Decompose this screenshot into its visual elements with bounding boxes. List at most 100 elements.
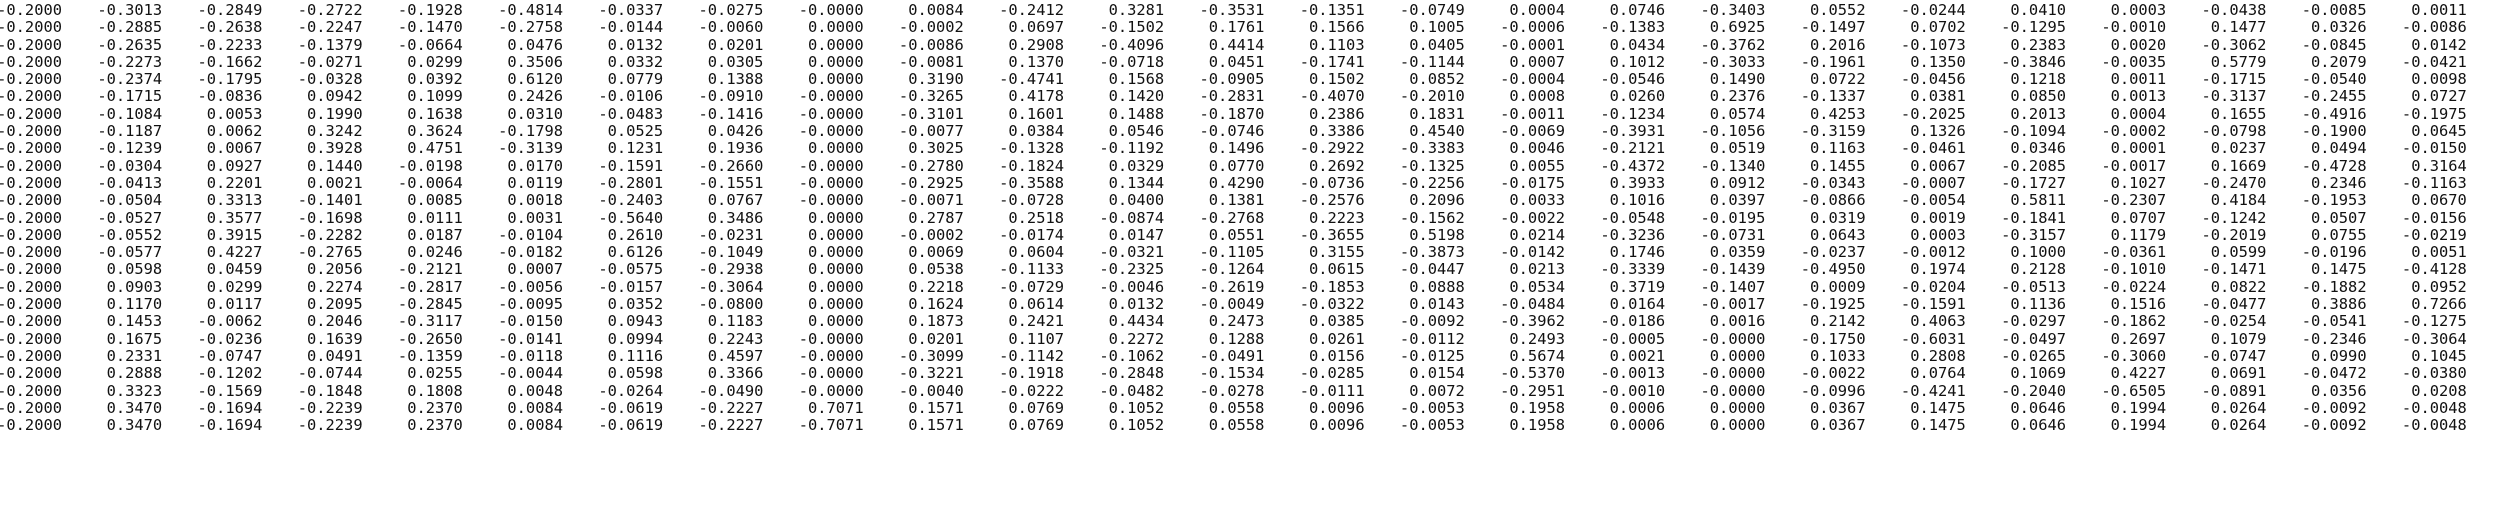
matrix-cell: -0.0150 bbox=[2401, 139, 2467, 158]
matrix-cell: 0.0055 bbox=[1509, 156, 1565, 175]
matrix-cell: -0.0484 bbox=[1500, 295, 1565, 314]
matrix-cell: 0.2079 bbox=[2310, 52, 2367, 71]
matrix-cell: -0.3962 bbox=[1500, 312, 1565, 331]
matrix-cell: -0.1900 bbox=[2301, 122, 2367, 141]
matrix-cell: 0.3242 bbox=[306, 122, 363, 141]
matrix-cell: -0.0000 bbox=[798, 1, 864, 19]
matrix-cell: -0.7071 bbox=[798, 416, 864, 435]
matrix-cell: -0.0081 bbox=[898, 52, 964, 71]
matrix-cell: -0.2000 bbox=[0, 260, 62, 279]
matrix-cell: 0.0119 bbox=[507, 173, 563, 192]
matrix-cell: 0.0552 bbox=[1809, 1, 1866, 19]
matrix-row: -0.2000 -0.1239 0.0067 0.3928 0.4751 -0.3139 0… bbox=[0, 139, 2496, 158]
matrix-cell: -0.3159 bbox=[1800, 122, 1866, 141]
matrix-cell: -0.1056 bbox=[1700, 122, 1766, 141]
matrix-cell: -0.1242 bbox=[2201, 208, 2267, 227]
matrix-cell: -0.0007 bbox=[1900, 173, 1966, 192]
matrix-cell: 0.0004 bbox=[2110, 104, 2167, 123]
matrix-cell: 0.0385 bbox=[1308, 312, 1365, 331]
matrix-cell: 0.1027 bbox=[2110, 173, 2167, 192]
matrix-cell: 0.0084 bbox=[507, 416, 563, 435]
matrix-cell: -0.0322 bbox=[1299, 295, 1365, 314]
matrix-cell: -0.2000 bbox=[0, 191, 62, 210]
matrix-cell: -0.0744 bbox=[297, 364, 363, 383]
matrix-cell: -0.4814 bbox=[498, 1, 563, 19]
matrix-cell: -0.1163 bbox=[2401, 173, 2467, 192]
matrix-cell: 0.0000 bbox=[1709, 416, 1766, 435]
matrix-cell: -0.0046 bbox=[1099, 277, 1165, 296]
matrix-cell: -0.3588 bbox=[999, 173, 1064, 192]
matrix-cell: -0.1741 bbox=[1299, 52, 1365, 71]
matrix-cell: -0.0619 bbox=[598, 416, 664, 435]
matrix-cell: -0.0000 bbox=[798, 191, 864, 210]
matrix-cell: 0.0943 bbox=[607, 312, 664, 331]
matrix-cell: -0.0497 bbox=[2001, 329, 2066, 348]
matrix-cell: -0.1407 bbox=[1700, 277, 1766, 296]
matrix-cell: 0.0072 bbox=[1409, 381, 1465, 400]
matrix-cell: -0.0271 bbox=[297, 52, 363, 71]
matrix-cell: 0.1477 bbox=[2210, 18, 2267, 37]
matrix-cell: -0.1853 bbox=[1299, 277, 1365, 296]
matrix-cell: 0.0046 bbox=[1509, 139, 1565, 158]
matrix-cell: 0.2908 bbox=[1008, 35, 1064, 54]
matrix-row: -0.2000 0.2331 -0.0747 0.0491 -0.1359 -0.0118… bbox=[0, 346, 2496, 365]
matrix-cell: 0.1490 bbox=[1709, 70, 1766, 89]
matrix-cell: 0.0261 bbox=[1308, 329, 1365, 348]
matrix-cell: 0.1163 bbox=[1809, 139, 1866, 158]
matrix-cell: 0.4751 bbox=[407, 139, 463, 158]
matrix-cell: -0.0022 bbox=[1500, 208, 1565, 227]
matrix-cell: -0.0000 bbox=[1700, 381, 1766, 400]
matrix-cell: -0.2000 bbox=[0, 398, 62, 417]
matrix-cell: -0.0910 bbox=[698, 87, 764, 106]
matrix-cell: -0.0798 bbox=[2201, 122, 2267, 141]
matrix-cell: -0.0891 bbox=[2201, 381, 2267, 400]
matrix-cell: 0.3366 bbox=[707, 364, 764, 383]
matrix-cell: -0.1337 bbox=[1800, 87, 1866, 106]
matrix-cell: -0.0174 bbox=[999, 225, 1064, 244]
matrix-cell: 0.0117 bbox=[206, 295, 263, 314]
matrix-cell: -0.0447 bbox=[1399, 260, 1465, 279]
matrix-cell: -0.2000 bbox=[0, 346, 62, 365]
matrix-cell: -0.2000 bbox=[0, 104, 62, 123]
matrix-cell: 0.0405 bbox=[1409, 35, 1465, 54]
matrix-cell: 0.0319 bbox=[1809, 208, 1866, 227]
matrix-cell: -0.0060 bbox=[698, 18, 764, 37]
matrix-cell: 0.3486 bbox=[707, 208, 764, 227]
matrix-cell: 0.0132 bbox=[607, 35, 664, 54]
matrix-cell: 0.0067 bbox=[206, 139, 263, 158]
matrix-cell: 0.2473 bbox=[1208, 312, 1265, 331]
matrix-cell: -0.3221 bbox=[898, 364, 964, 383]
matrix-cell: 0.1496 bbox=[1208, 139, 1265, 158]
matrix-cell: 0.1761 bbox=[1208, 18, 1265, 37]
matrix-cell: -0.2239 bbox=[297, 416, 363, 435]
matrix-cell: 0.0525 bbox=[607, 122, 664, 141]
matrix-cell: 0.0852 bbox=[1409, 70, 1465, 89]
matrix-cell: 0.1453 bbox=[106, 312, 163, 331]
matrix-cell: 0.0727 bbox=[2411, 87, 2467, 106]
matrix-cell: -0.0746 bbox=[1199, 122, 1265, 141]
matrix-cell: -0.0866 bbox=[1800, 191, 1866, 210]
matrix-row: -0.2000 -0.2635 -0.2233 -0.1379 -0.0664 0.047… bbox=[0, 35, 2496, 54]
matrix-cell: 0.2692 bbox=[1308, 156, 1365, 175]
matrix-row: -0.2000 -0.1084 0.0053 0.1990 0.1638 0.0310 -0… bbox=[0, 104, 2496, 123]
matrix-cell: 0.0670 bbox=[2411, 191, 2467, 210]
matrix-cell: 0.3915 bbox=[206, 225, 263, 244]
matrix-cell: -0.0092 bbox=[2301, 398, 2367, 417]
matrix-row: -0.2000 0.0598 0.0459 0.2056 -0.2121 0.0007 -0… bbox=[0, 260, 2496, 279]
matrix-cell: 0.0051 bbox=[2411, 243, 2467, 262]
matrix-cell: -0.0011 bbox=[1500, 104, 1565, 123]
matrix-cell: -0.4241 bbox=[1900, 381, 1966, 400]
matrix-cell: 0.0156 bbox=[1308, 346, 1365, 365]
matrix-cell: 0.1974 bbox=[1910, 260, 1966, 279]
matrix-cell: -0.0071 bbox=[898, 191, 964, 210]
matrix-cell: -0.0800 bbox=[698, 295, 764, 314]
matrix-cell: 0.3928 bbox=[306, 139, 363, 158]
matrix-cell: -0.1569 bbox=[197, 381, 263, 400]
matrix-cell: 0.2610 bbox=[607, 225, 664, 244]
matrix-cell: 0.0326 bbox=[2310, 18, 2367, 37]
matrix-cell: 0.4414 bbox=[1208, 35, 1265, 54]
matrix-cell: -0.0749 bbox=[1399, 1, 1465, 19]
matrix-cell: -0.0413 bbox=[97, 173, 163, 192]
matrix-cell: -0.1084 bbox=[97, 104, 163, 123]
matrix-cell: -0.3931 bbox=[1600, 122, 1666, 141]
